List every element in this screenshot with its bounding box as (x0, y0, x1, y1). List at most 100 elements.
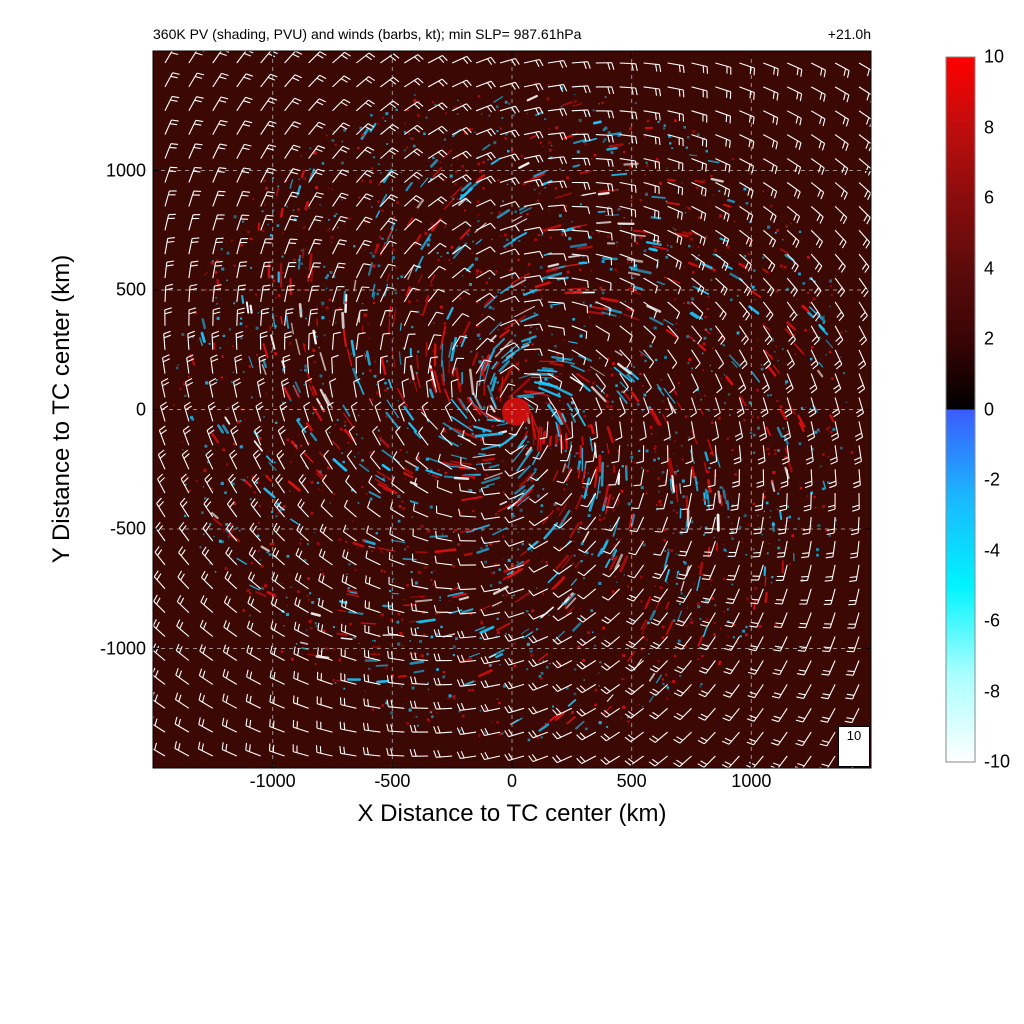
pv-streak (476, 547, 490, 554)
barb-shaft (643, 421, 647, 438)
pv-streak (457, 397, 465, 411)
pv-speckle (256, 482, 258, 484)
barb-shaft (325, 430, 333, 446)
pv-speckle (487, 159, 489, 161)
barb-shaft (595, 277, 612, 284)
barb-shaft (508, 516, 525, 524)
barb-feather (289, 218, 297, 221)
pv-speckle (743, 272, 745, 274)
pv-speckle (792, 261, 795, 264)
barb-shaft (667, 110, 684, 115)
barb-shaft (201, 552, 214, 566)
wind-barb (658, 469, 669, 487)
barb-shaft (380, 147, 393, 160)
pv-speckle (260, 564, 264, 568)
pv-speckle (647, 621, 650, 625)
barb-shaft (180, 478, 190, 494)
barb-shaft (681, 636, 692, 650)
wind-barb (212, 260, 223, 279)
pv-speckle (441, 533, 444, 535)
barb-feather (272, 522, 278, 530)
wind-barb (552, 564, 573, 575)
pv-speckle (275, 296, 277, 299)
barb-feather (514, 58, 520, 65)
pv-speckle (428, 420, 431, 423)
barb-shaft (160, 381, 166, 398)
barb-feather (292, 53, 300, 58)
barb-shaft (451, 197, 467, 207)
barb-feather (340, 125, 348, 130)
pv-speckle (328, 187, 330, 189)
wind-barb (332, 98, 351, 112)
barb-feather (271, 572, 276, 580)
wind-barb (306, 354, 315, 374)
pv-speckle (676, 469, 679, 472)
pv-speckle (377, 264, 381, 268)
barb-feather (299, 526, 304, 534)
pv-streak (627, 652, 635, 662)
barb-feather (563, 156, 568, 164)
pv-streak (480, 354, 491, 376)
pv-streak (588, 305, 609, 311)
barb-feather (395, 426, 401, 433)
pv-speckle (319, 404, 321, 406)
pv-streak (512, 218, 528, 227)
pv-speckle (573, 540, 575, 542)
barb-shaft (308, 286, 313, 303)
barb-feather (413, 749, 417, 757)
barb-feather (175, 643, 180, 651)
wind-barb (403, 124, 424, 136)
pv-speckle (372, 708, 375, 711)
pv-speckle (315, 624, 318, 628)
barb-feather (398, 401, 405, 407)
barb-feather (508, 753, 513, 760)
pv-speckle (683, 595, 685, 597)
barb-feather (528, 636, 534, 644)
pv-speckle (593, 154, 597, 157)
wind-barb (480, 560, 501, 569)
pv-speckle (536, 736, 539, 739)
pv-speckle (480, 547, 483, 550)
wind-barb (528, 516, 549, 527)
pv-speckle (533, 468, 537, 471)
pv-speckle (776, 229, 779, 232)
pv-speckle (367, 322, 370, 325)
pv-speckle (321, 305, 324, 307)
barb-shaft (308, 215, 317, 231)
wind-barb (625, 660, 644, 672)
barb-shaft (582, 660, 597, 670)
wind-barb (456, 750, 477, 759)
pv-speckle (381, 237, 384, 240)
barb-shaft (164, 262, 168, 279)
pv-speckle (303, 289, 306, 292)
barb-shaft (523, 348, 540, 351)
barb-feather (174, 716, 178, 725)
wind-barb (523, 202, 544, 211)
pv-speckle (816, 548, 820, 552)
barb-feather (461, 429, 465, 438)
pv-speckle (439, 596, 441, 599)
pv-speckle (469, 613, 472, 615)
pv-speckle (697, 658, 700, 661)
barb-shaft (153, 649, 166, 661)
pv-speckle (756, 339, 759, 341)
pv-speckle (427, 529, 431, 533)
barb-feather (268, 144, 277, 148)
pv-speckle (591, 631, 594, 633)
wind-barb (619, 205, 637, 218)
barb-feather (486, 58, 493, 66)
pv-streak (210, 511, 219, 520)
pv-speckle (477, 462, 480, 465)
wind-barb (595, 229, 613, 241)
barb-feather (208, 401, 215, 407)
barb-feather (441, 78, 448, 85)
barb-shaft (316, 727, 333, 733)
pv-streak (403, 604, 417, 606)
barb-feather (254, 453, 261, 460)
pv-streak (290, 518, 299, 525)
wind-barb (292, 695, 309, 709)
pv-speckle (729, 414, 731, 416)
barb-shaft (418, 432, 429, 446)
barb-feather (482, 436, 485, 445)
pv-streak (511, 279, 527, 289)
